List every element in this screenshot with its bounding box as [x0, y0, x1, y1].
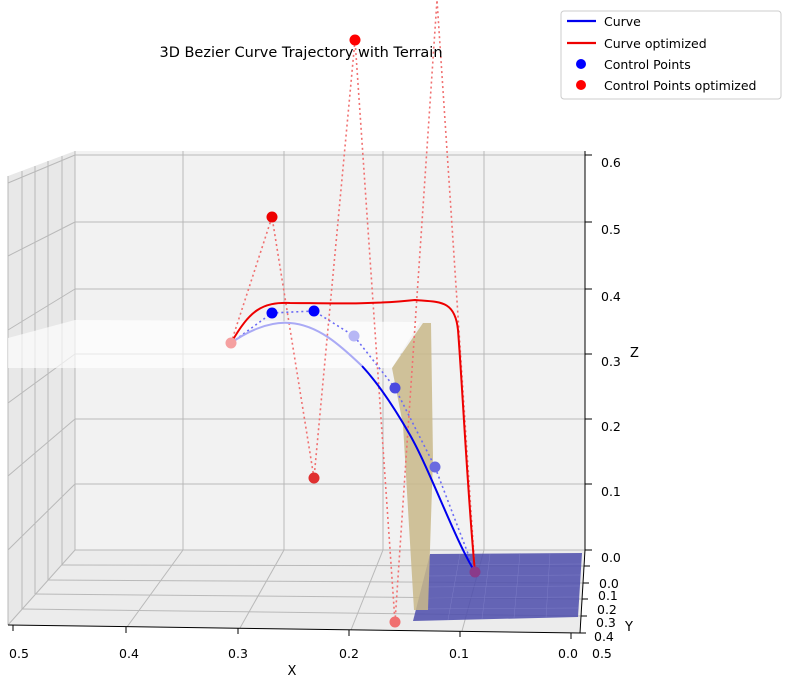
chart-title: 3D Bezier Curve Trajectory with Terrain: [159, 45, 442, 61]
y-tick-label: 0.2: [597, 602, 617, 617]
x-tick-label: 0.0: [558, 646, 578, 661]
terrain: [392, 323, 582, 621]
grid-line: [7, 221, 76, 257]
terrain-ground-patch: [413, 553, 582, 621]
grid-line: [239, 549, 285, 629]
x-tick-label: 0.3: [228, 646, 248, 661]
curve-blue: [361, 365, 476, 573]
x-tick-label: 0.5: [9, 646, 29, 661]
y-tick-label: 0.5: [592, 646, 612, 661]
control-point-blue: [469, 566, 481, 578]
y-tick-label: 0.3: [596, 615, 616, 630]
grid-line: [7, 483, 76, 551]
z-tick-label: 0.1: [601, 484, 621, 499]
terrain-mesh-line: [424, 574, 581, 577]
y-axis-line: [579, 549, 586, 634]
y-axis-label: Y: [624, 620, 633, 635]
control-point-blue: [308, 305, 320, 317]
z-tick-label: 0.5: [601, 222, 621, 237]
x-tick-labels: 0.5 0.4 0.3 0.2 0.1 0.0: [9, 646, 578, 661]
y-tick-label: 0.4: [594, 629, 614, 644]
y-tick-labels: 0.0 0.1 0.2 0.3 0.4 0.5: [592, 576, 619, 661]
legend-swatch-control-points: [576, 59, 586, 69]
terrain-mesh-line: [481, 553, 491, 620]
terrain-mesh-line: [545, 552, 551, 619]
grid-line: [7, 288, 76, 331]
x-tick-label: 0.1: [449, 646, 469, 661]
legend-label-curve-optimized: Curve optimized: [604, 36, 707, 51]
y-tick-label: 0.1: [598, 588, 618, 603]
terrain-mesh-line: [415, 607, 579, 610]
left-pane: [8, 151, 75, 625]
z-tick-label: 0.3: [601, 354, 621, 369]
legend-label-control-points-optimized: Control Points optimized: [604, 78, 756, 93]
grid-line: [7, 418, 76, 477]
y-tick-label: 0.0: [599, 576, 619, 591]
terrain-mesh-line: [513, 552, 521, 619]
grid-line: [7, 549, 76, 626]
grid-line: [126, 549, 184, 628]
x-tick-label: 0.4: [119, 646, 139, 661]
curve-blue-faded: [230, 321, 363, 367]
legend-box: [560, 10, 782, 100]
control-point-red: [349, 34, 361, 46]
control-point-blue: [389, 382, 401, 394]
grid-line: [7, 154, 76, 184]
terrain-mesh-line: [427, 563, 582, 566]
legend-swatch-control-points-optimized: [576, 80, 586, 90]
grid-line: [350, 549, 384, 631]
z-axis-label: Z: [630, 346, 639, 361]
tick-marks: [12, 154, 592, 639]
control-point-blue: [429, 461, 441, 473]
z-tick-label: 0.2: [601, 419, 621, 434]
z-tick-label: 0.0: [601, 550, 621, 565]
control-point-blue: [348, 330, 360, 342]
legend: Curve Curve optimized Control Points Con…: [560, 10, 782, 100]
control-point-markers: [225, 34, 481, 628]
x-tick-label: 0.2: [339, 646, 359, 661]
control-point-red: [225, 337, 237, 349]
terrain-mesh-line: [421, 585, 581, 588]
terrain-mesh-line: [447, 553, 461, 621]
control-point-red: [389, 616, 401, 628]
z-tick-label: 0.6: [601, 155, 621, 170]
control-point-blue: [266, 307, 278, 319]
control-point-red: [308, 472, 320, 484]
x-axis-line: [7, 624, 581, 634]
z-tick-label: 0.4: [601, 289, 621, 304]
curve-red: [230, 298, 476, 573]
z-tick-labels: 0.0 0.1 0.2 0.3 0.4 0.5 0.6: [601, 155, 621, 565]
legend-label-curve: Curve: [604, 14, 641, 29]
terrain-plane: [8, 320, 420, 368]
control-point-red: [266, 211, 278, 223]
legend-label-control-points: Control Points: [604, 57, 691, 72]
terrain-mesh-line: [418, 596, 580, 599]
terrain-wall: [392, 323, 433, 610]
x-axis-label: X: [288, 664, 297, 679]
